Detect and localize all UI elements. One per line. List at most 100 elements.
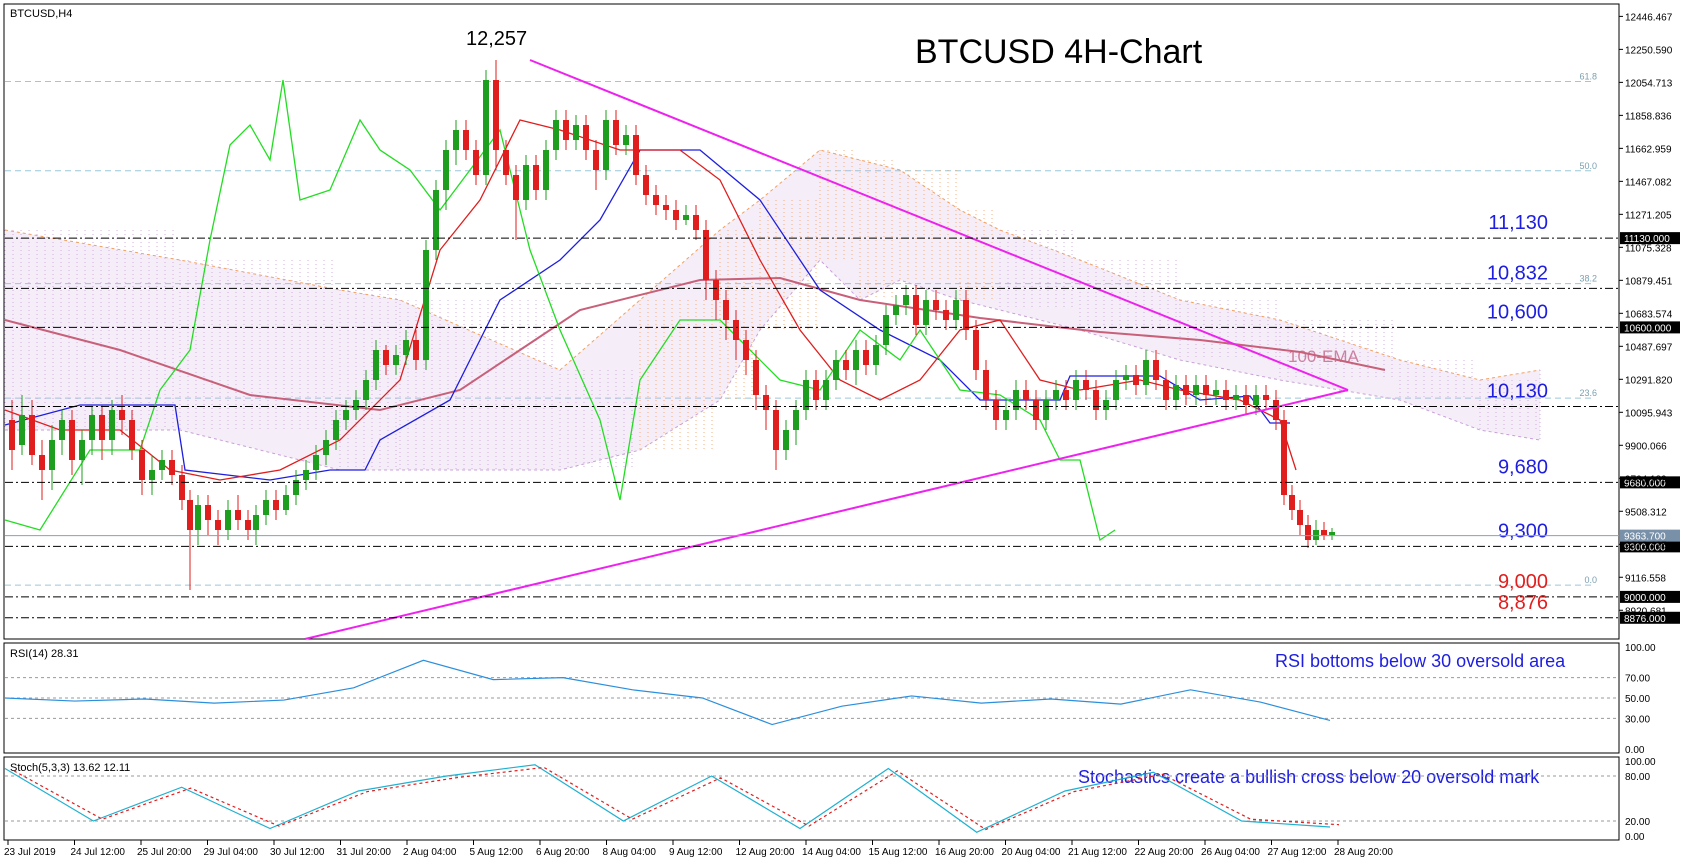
x-tick-label: 31 Jul 20:00 xyxy=(337,847,392,858)
candle-body xyxy=(263,500,269,515)
candle-body xyxy=(433,190,439,250)
candle-body xyxy=(633,135,639,175)
candle-body xyxy=(343,410,349,420)
candle-body xyxy=(1003,410,1009,420)
candle-body xyxy=(303,470,309,480)
candle-body xyxy=(663,205,669,210)
candle-body xyxy=(89,415,95,440)
price-tick-label: 9508.312 xyxy=(1625,507,1667,518)
candle-body xyxy=(763,395,769,410)
level-label: 9,300 xyxy=(1498,520,1548,542)
price-tick-label: 9312.435 xyxy=(1625,540,1667,551)
candle-body xyxy=(853,350,859,370)
candle-body xyxy=(187,500,193,530)
price-tick-label: 8920.681 xyxy=(1625,606,1667,617)
candle-body xyxy=(883,315,889,345)
candle-body xyxy=(723,300,729,320)
candle-body xyxy=(1053,390,1059,400)
x-tick-label: 14 Aug 04:00 xyxy=(802,847,861,858)
candle-body xyxy=(1233,395,1239,400)
candle-body xyxy=(1063,390,1069,400)
rsi-scale-label: 70.00 xyxy=(1625,674,1650,685)
candle-body xyxy=(873,345,879,365)
candle-body xyxy=(9,420,15,450)
level-label: 10,130 xyxy=(1487,381,1548,403)
ascending-trendline xyxy=(304,389,1349,640)
ema-100-line xyxy=(4,276,1386,412)
candle-body xyxy=(933,300,939,310)
x-tick-label: 5 Aug 12:00 xyxy=(470,847,524,858)
candle-body xyxy=(129,420,135,450)
candle-body xyxy=(503,150,509,175)
candle-body xyxy=(59,420,65,440)
candle-body xyxy=(79,440,85,460)
candle-body xyxy=(493,80,499,150)
candle-body xyxy=(643,175,649,195)
level-label: 10,832 xyxy=(1487,262,1548,284)
fib-level-label: 23.6 xyxy=(1579,388,1597,398)
price-tick-label: 9900.066 xyxy=(1625,441,1667,452)
candle-body xyxy=(733,320,739,340)
candle-body xyxy=(613,120,619,145)
price-tick-label: 10487.697 xyxy=(1625,342,1673,353)
stoch-d-line xyxy=(13,766,1340,831)
candle-body xyxy=(513,175,519,200)
x-tick-label: 24 Jul 12:00 xyxy=(71,847,126,858)
candle-body xyxy=(169,460,175,475)
level-label: 10,600 xyxy=(1487,301,1548,323)
price-tick-label: 11467.082 xyxy=(1625,177,1672,188)
candle-body xyxy=(1213,390,1219,395)
candle-body xyxy=(1273,400,1279,420)
candle-body xyxy=(273,500,279,510)
x-tick-label: 22 Aug 20:00 xyxy=(1135,847,1194,858)
price-tick-label: 10291.820 xyxy=(1625,375,1673,386)
price-tick-label: 12446.467 xyxy=(1625,12,1673,23)
candle-body xyxy=(1203,385,1209,395)
candle-body xyxy=(863,350,869,365)
candle-body xyxy=(39,455,45,470)
candle-body xyxy=(225,510,231,530)
candle-body xyxy=(313,455,319,470)
candle-body xyxy=(215,520,221,530)
x-tick-label: 6 Aug 20:00 xyxy=(536,847,590,858)
candle-body xyxy=(1153,360,1159,380)
descending-trendline xyxy=(529,59,1349,391)
stoch-scale-label: 0.00 xyxy=(1625,832,1645,843)
candle-body xyxy=(1103,400,1109,410)
candle-body xyxy=(553,120,559,150)
level-label: 11,130 xyxy=(1488,212,1548,234)
candle-body xyxy=(1113,380,1119,400)
rsi-note: RSI bottoms below 30 oversold area xyxy=(1275,651,1566,671)
candle-body xyxy=(803,380,809,410)
candle-body xyxy=(413,340,419,360)
candle-body xyxy=(109,410,115,440)
candle-body xyxy=(159,460,165,470)
candle-body xyxy=(593,150,599,170)
candle-body xyxy=(1243,395,1249,405)
candle-body xyxy=(179,475,185,500)
candle-body xyxy=(793,410,799,430)
level-price-box xyxy=(1620,611,1680,624)
candle-body xyxy=(293,480,299,495)
candle-body xyxy=(1143,360,1149,385)
candle-body xyxy=(1023,390,1029,400)
x-tick-label: 27 Aug 12:00 xyxy=(1268,847,1327,858)
ichimoku-cloud-area xyxy=(5,150,1540,470)
price-tick-label: 10095.943 xyxy=(1625,408,1673,419)
candle-body xyxy=(1073,380,1079,400)
rsi-label: RSI(14) 28.31 xyxy=(10,648,78,660)
senkou-span-a xyxy=(4,149,1541,381)
x-tick-label: 23 Jul 2019 xyxy=(4,847,56,858)
candle-body xyxy=(753,360,759,395)
candle-body xyxy=(423,250,429,360)
candle-body xyxy=(833,360,839,380)
candle-body xyxy=(119,410,125,420)
candle-body xyxy=(573,125,579,140)
candle-body xyxy=(983,370,989,400)
candle-body xyxy=(443,150,449,190)
candle-body xyxy=(235,510,241,520)
price-tick-label: 9704.189 xyxy=(1625,474,1667,485)
price-tick-label: 11075.328 xyxy=(1625,243,1672,254)
x-tick-label: 15 Aug 12:00 xyxy=(869,847,928,858)
candle-body xyxy=(149,470,155,480)
